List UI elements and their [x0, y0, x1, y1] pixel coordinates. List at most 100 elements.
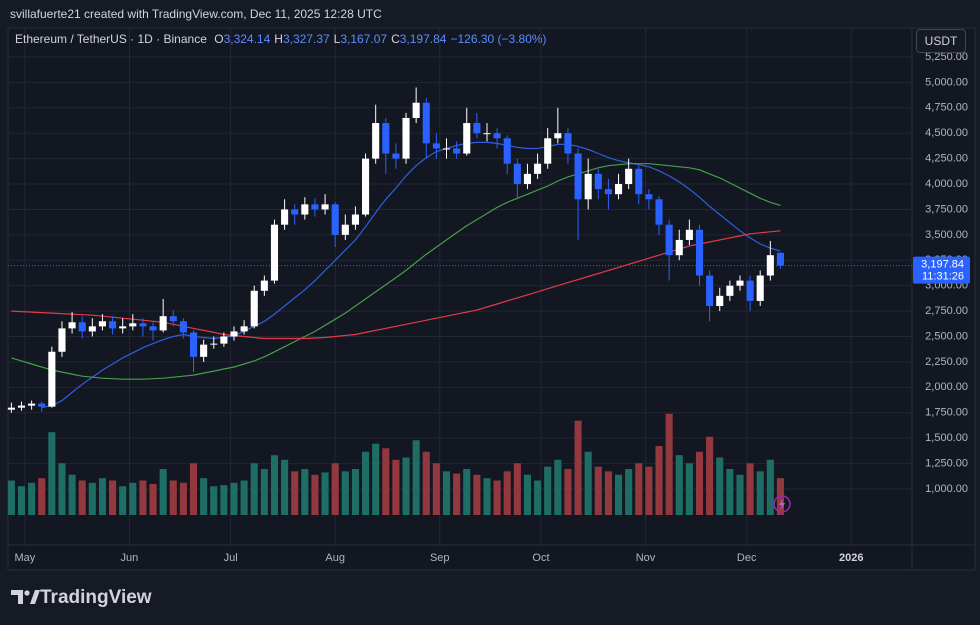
candle-body: [311, 204, 319, 210]
x-tick-label: Aug: [325, 552, 345, 564]
candle-body: [392, 153, 400, 159]
candle-body: [230, 331, 238, 337]
last-price-box: [913, 256, 970, 284]
x-tick-label: Oct: [532, 552, 549, 564]
volume-bar: [301, 469, 309, 515]
volume-bar: [736, 474, 744, 515]
candle-body: [503, 138, 511, 164]
brand-logo: [11, 590, 40, 604]
volume-bar: [200, 478, 208, 515]
candle-body: [372, 123, 380, 159]
volume-bar: [594, 466, 602, 515]
candle-body: [473, 123, 481, 134]
moving-average: [41, 141, 781, 409]
candle-body: [189, 332, 198, 357]
candle-body: [756, 275, 764, 301]
candle-body: [129, 323, 137, 327]
volume-bar: [432, 463, 440, 515]
y-tick-label: 1,250.00: [925, 457, 968, 469]
candle-body: [240, 326, 248, 332]
candle-body: [291, 209, 299, 215]
candle-body: [119, 326, 127, 329]
volume-bar: [78, 480, 86, 515]
candle-body: [58, 328, 66, 352]
candle-body: [645, 194, 653, 200]
candle-body: [38, 403, 46, 407]
volume-bar: [7, 480, 15, 515]
candle-body: [574, 153, 582, 200]
volume-bar: [321, 472, 329, 515]
volume-bar: [341, 471, 349, 515]
candle-body: [695, 229, 704, 276]
candle-body: [200, 344, 208, 357]
volume-bar: [159, 469, 167, 515]
chart-frame: [7, 27, 976, 571]
volume-bar: [625, 469, 633, 515]
candle-body: [341, 224, 349, 235]
moving-average: [11, 230, 781, 340]
volume-bar: [240, 480, 248, 515]
ohlc-letter: L: [333, 32, 341, 46]
candle-body: [88, 326, 96, 332]
volume-bar: [766, 459, 774, 515]
y-tick-label: 1,750.00: [925, 407, 968, 419]
candle-body: [382, 123, 390, 154]
ohlc-letter: H: [274, 32, 283, 46]
volume-bar: [260, 469, 268, 515]
candle-body: [179, 321, 187, 333]
candle-body: [706, 275, 714, 307]
volume-bar: [513, 463, 521, 515]
candle-body: [594, 173, 602, 190]
candle-body: [584, 173, 592, 200]
candle-body: [7, 407, 15, 410]
moving-average: [11, 163, 781, 380]
volume-bar: [98, 478, 106, 515]
y-tick-label: 4,500.00: [925, 127, 968, 139]
candle-body: [432, 143, 440, 149]
credit: svillafuerte21 created with TradingView.…: [10, 7, 382, 21]
candle-body: [675, 239, 683, 256]
volume-bar: [412, 440, 420, 515]
volume-bar: [270, 455, 279, 515]
candle-body: [766, 255, 774, 276]
volume-bar: [726, 469, 734, 515]
x-tick-label: May: [14, 552, 35, 564]
candle-body: [453, 148, 461, 154]
volume-bar: [483, 478, 491, 515]
candle-body: [716, 295, 724, 307]
volume-bar: [28, 482, 36, 515]
candle-body: [78, 322, 86, 332]
candle-body: [776, 252, 784, 266]
volume-bar: [291, 471, 299, 515]
candle-body: [210, 343, 218, 345]
candle-body: [564, 133, 572, 154]
volume-bar: [210, 486, 218, 515]
volume-bar: [523, 474, 532, 515]
alert-icon[interactable]: [773, 495, 791, 513]
volume-bar: [584, 451, 592, 515]
y-tick-label: 3,500.00: [925, 229, 968, 241]
candle-body: [362, 158, 370, 215]
volume-bar: [453, 473, 461, 515]
last-price-label: 3,197.84: [921, 258, 964, 270]
currency-button[interactable]: USDT: [916, 29, 966, 53]
volume-bar: [250, 463, 258, 515]
volume-bar: [220, 485, 228, 515]
symbol: Ethereum / TetherUS · 1D · Binance: [15, 32, 207, 46]
candle-body: [28, 403, 36, 406]
candle-body: [442, 148, 451, 150]
volume-bar: [189, 463, 198, 515]
volume-bar: [756, 471, 764, 515]
candle-body: [493, 133, 501, 139]
candle-body: [523, 173, 532, 185]
volume-bar: [503, 471, 511, 515]
volume-bar: [48, 432, 56, 515]
x-tick-label: Jun: [121, 552, 139, 564]
candle-body: [554, 133, 562, 139]
candle-body: [625, 168, 633, 185]
volume-bar: [169, 480, 177, 515]
x-tick-label: Sep: [430, 552, 450, 564]
candle-body: [665, 224, 673, 256]
